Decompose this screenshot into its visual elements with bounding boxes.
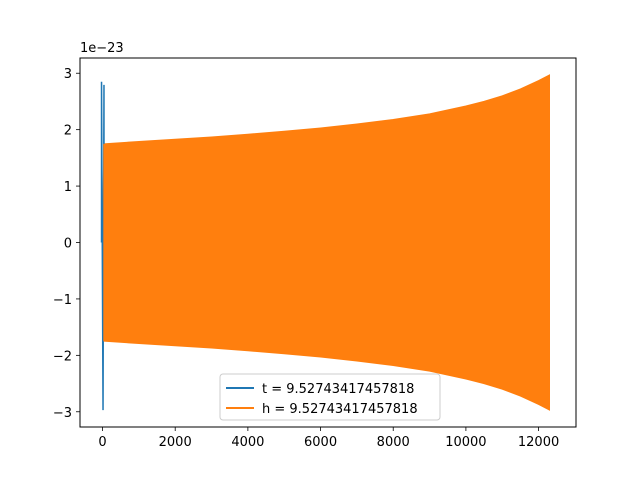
x-tick-label: 10000 xyxy=(445,435,486,450)
y-tick-label: −1 xyxy=(53,293,72,308)
legend[interactable]: t = 9.52743417457818 h = 9.52743417457818 xyxy=(219,373,441,421)
legend-label: h = 9.52743417457818 xyxy=(262,402,418,417)
y-tick-label: 3 xyxy=(64,67,72,82)
series-h-start xyxy=(103,143,112,342)
x-tick-label: 8000 xyxy=(377,435,410,450)
legend-box xyxy=(219,373,441,421)
y-axis: −3 −2 −1 0 1 2 3 xyxy=(53,67,80,421)
y-tick-label: 0 xyxy=(64,237,72,252)
y-tick-label: 1 xyxy=(64,180,72,195)
x-tick-label: 4000 xyxy=(231,435,264,450)
legend-label: t = 9.52743417457818 xyxy=(262,382,414,397)
x-tick-label: 6000 xyxy=(304,435,337,450)
x-tick-label: 12000 xyxy=(518,435,559,450)
y-tick-label: −2 xyxy=(53,349,72,364)
series-h-band xyxy=(102,74,550,411)
y-tick-label: −3 xyxy=(53,406,72,421)
x-tick-label: 0 xyxy=(98,435,106,450)
offset-text: 1e−23 xyxy=(80,41,124,56)
series-t-line xyxy=(100,81,105,411)
series-layer xyxy=(100,74,550,411)
y-tick-label: 2 xyxy=(64,124,72,139)
x-tick-label: 2000 xyxy=(159,435,192,450)
x-axis: 0 2000 4000 6000 8000 10000 12000 xyxy=(98,427,559,450)
